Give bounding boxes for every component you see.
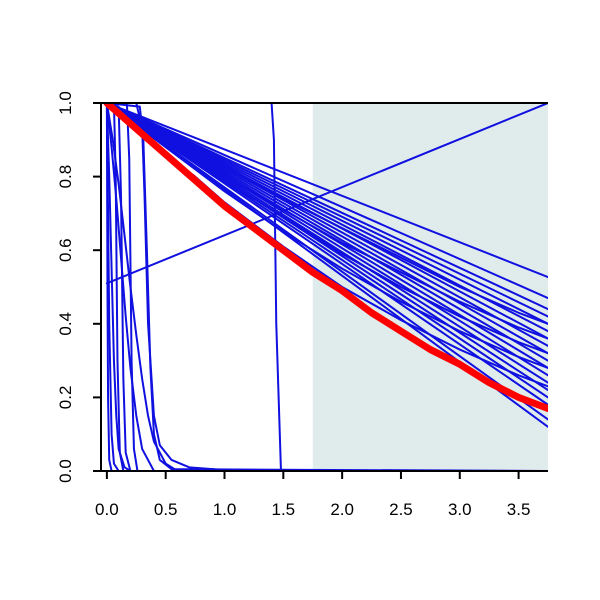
series-line-ensemble-30 [105, 103, 548, 471]
series-line-ensemble-33 [105, 103, 548, 471]
x-tick-label: 2.5 [389, 500, 413, 519]
series-line-ensemble-4 [105, 103, 548, 325]
series-line-ensemble-7 [105, 103, 548, 347]
series-line-ensemble-23 [105, 103, 548, 285]
series-line-ensemble-28 [105, 103, 548, 471]
series-line-ensemble-3 [105, 103, 548, 318]
series-line-ensemble-27 [105, 103, 548, 471]
series-line-highlight-35 [103, 103, 548, 412]
series-line-ensemble-18 [105, 103, 548, 325]
series-line-ensemble-21 [105, 103, 548, 369]
series-line-ensemble-13 [105, 103, 548, 392]
series-line-ensemble-29 [105, 103, 548, 471]
series-line-ensemble-1 [105, 103, 548, 300]
x-tick-label: 1.5 [272, 500, 296, 519]
series-line-ensemble-32 [105, 103, 548, 471]
series-line-ensemble-2 [105, 103, 548, 311]
series-line-ensemble-8 [105, 103, 548, 355]
series-line-ensemble-0 [105, 103, 548, 279]
series-line-ensemble-24 [105, 103, 548, 471]
y-tick-label: 0.0 [56, 459, 75, 483]
x-tick-label: 0.0 [95, 500, 119, 519]
y-tick-label: 0.8 [56, 165, 75, 189]
y-tick-label: 1.0 [56, 91, 75, 115]
y-tick-label: 0.4 [56, 312, 75, 336]
x-tick-label: 0.5 [154, 500, 178, 519]
series-line-ensemble-9 [105, 103, 548, 362]
axis-layer: 0.0 0.5 1.0 1.5 2.0 2.5 3.0 3.5 0.0 0.2 0.4 0.6 0.8 1… [56, 91, 548, 519]
y-tick-label: 0.6 [56, 238, 75, 262]
series-line-ensemble-19 [105, 103, 548, 340]
series-line-ensemble-34 [105, 103, 548, 471]
x-tick-label: 3.0 [448, 500, 472, 519]
series-line-ensemble-20 [105, 103, 548, 355]
series-line-ensemble-26 [105, 103, 548, 471]
x-tick-label: 2.0 [330, 500, 354, 519]
x-tick-label: 3.5 [507, 500, 531, 519]
y-tick-label: 0.2 [56, 386, 75, 410]
x-tick-label: 1.0 [213, 500, 237, 519]
series-layer [103, 103, 548, 471]
